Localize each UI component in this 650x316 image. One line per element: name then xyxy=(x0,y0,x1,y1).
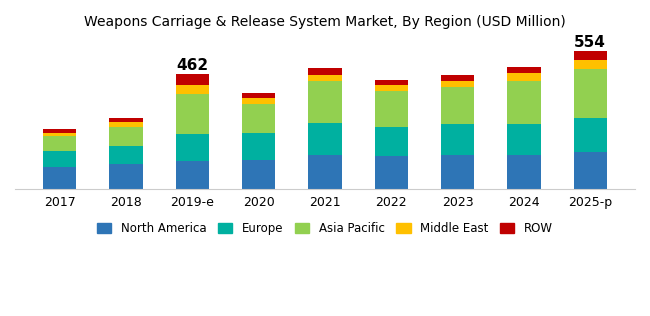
Bar xyxy=(109,123,142,127)
Bar xyxy=(43,136,76,151)
Bar xyxy=(308,155,342,189)
Bar xyxy=(242,133,275,160)
Bar xyxy=(441,87,474,125)
Bar xyxy=(242,104,275,133)
Bar xyxy=(176,85,209,94)
Bar xyxy=(176,161,209,189)
Legend: North America, Europe, Asia Pacific, Middle East, ROW: North America, Europe, Asia Pacific, Mid… xyxy=(92,217,558,240)
Bar xyxy=(242,98,275,104)
Text: 462: 462 xyxy=(176,58,209,73)
Bar xyxy=(43,151,76,167)
Bar xyxy=(43,133,76,136)
Bar xyxy=(375,80,408,85)
Bar xyxy=(375,156,408,189)
Bar xyxy=(508,124,541,155)
Bar xyxy=(441,81,474,87)
Bar xyxy=(441,125,474,155)
Bar xyxy=(176,94,209,134)
Bar xyxy=(574,152,607,189)
Text: 554: 554 xyxy=(575,35,606,50)
Bar xyxy=(574,60,607,70)
Bar xyxy=(43,167,76,189)
Bar xyxy=(508,155,541,189)
Bar xyxy=(109,164,142,189)
Bar xyxy=(43,129,76,133)
Bar xyxy=(242,160,275,189)
Bar xyxy=(375,127,408,156)
Bar xyxy=(375,91,408,127)
Bar xyxy=(176,74,209,85)
Bar xyxy=(176,134,209,161)
Bar xyxy=(574,118,607,152)
Bar xyxy=(242,93,275,98)
Bar xyxy=(508,74,541,82)
Bar xyxy=(441,155,474,189)
Bar xyxy=(109,127,142,146)
Bar xyxy=(574,51,607,60)
Bar xyxy=(109,118,142,123)
Bar xyxy=(508,82,541,124)
Bar xyxy=(441,76,474,81)
Bar xyxy=(109,146,142,164)
Bar xyxy=(508,66,541,74)
Bar xyxy=(308,81,342,123)
Bar xyxy=(308,68,342,75)
Title: Weapons Carriage & Release System Market, By Region (USD Million): Weapons Carriage & Release System Market… xyxy=(84,15,566,29)
Bar xyxy=(308,123,342,155)
Bar xyxy=(308,75,342,81)
Bar xyxy=(375,85,408,91)
Bar xyxy=(574,70,607,118)
